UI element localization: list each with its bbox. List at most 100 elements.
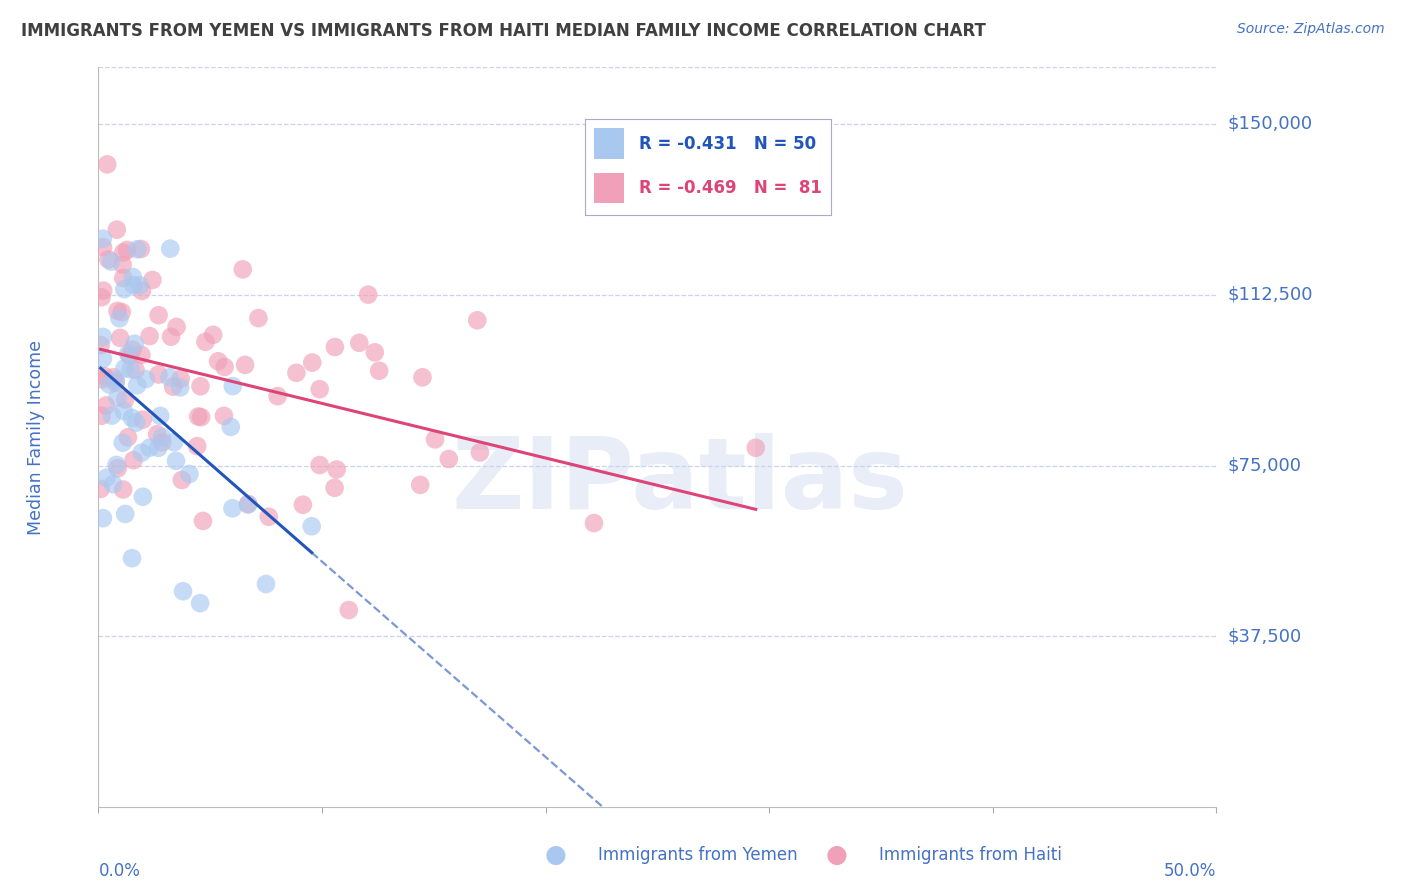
- Point: [179, 467, 201, 481]
- Point: [465, 313, 488, 327]
- Point: [91, 284, 114, 298]
- Point: [233, 358, 256, 372]
- Point: [107, 391, 129, 405]
- Point: [107, 304, 129, 318]
- Point: [409, 478, 432, 492]
- Text: $150,000: $150,000: [1227, 115, 1312, 133]
- Text: Immigrants from Haiti: Immigrants from Haiti: [879, 846, 1062, 863]
- Point: [247, 311, 270, 326]
- Point: [104, 376, 127, 390]
- Point: [117, 430, 139, 444]
- Point: [128, 278, 150, 293]
- Point: [91, 232, 114, 246]
- Point: [98, 377, 121, 392]
- Point: [112, 282, 135, 296]
- Point: [745, 441, 768, 455]
- Point: [105, 458, 128, 472]
- Point: [437, 452, 460, 467]
- Point: [122, 278, 145, 293]
- Point: [108, 331, 131, 345]
- Point: [115, 243, 138, 257]
- Point: [90, 409, 112, 423]
- Point: [103, 370, 125, 384]
- Point: [118, 349, 141, 363]
- Point: [90, 338, 112, 352]
- Point: [91, 511, 114, 525]
- Point: [127, 242, 149, 256]
- Point: [202, 327, 225, 342]
- Point: [207, 354, 229, 368]
- Point: [159, 242, 181, 256]
- Point: [97, 252, 120, 267]
- Point: [120, 362, 142, 376]
- Point: [301, 519, 323, 533]
- Point: [186, 439, 208, 453]
- Point: [105, 223, 128, 237]
- Point: [325, 462, 347, 476]
- Text: 0.0%: 0.0%: [98, 862, 141, 880]
- Point: [291, 498, 314, 512]
- Point: [96, 471, 118, 485]
- Point: [91, 372, 114, 386]
- Point: [112, 483, 135, 497]
- Point: [91, 240, 114, 254]
- Point: [141, 273, 163, 287]
- Point: [93, 369, 115, 384]
- Point: [159, 370, 181, 384]
- Point: [112, 404, 135, 418]
- Point: [91, 330, 114, 344]
- Point: [301, 355, 323, 369]
- Point: [169, 380, 191, 394]
- Point: [117, 347, 139, 361]
- Point: [124, 336, 146, 351]
- Point: [222, 379, 245, 393]
- Point: [337, 603, 360, 617]
- Point: [127, 378, 149, 392]
- Text: 50.0%: 50.0%: [1164, 862, 1216, 880]
- Point: [112, 245, 135, 260]
- Point: [212, 409, 235, 423]
- Point: [100, 254, 122, 268]
- Text: ●: ●: [544, 843, 567, 866]
- Point: [125, 416, 148, 430]
- Point: [165, 454, 187, 468]
- Point: [219, 420, 242, 434]
- Point: [187, 409, 209, 424]
- Point: [236, 498, 259, 512]
- Point: [149, 409, 172, 423]
- Text: ●: ●: [825, 843, 848, 866]
- Point: [170, 372, 193, 386]
- Text: ZIPatlas: ZIPatlas: [451, 433, 908, 530]
- Text: $75,000: $75,000: [1227, 457, 1302, 475]
- Point: [114, 392, 136, 407]
- Text: $112,500: $112,500: [1227, 285, 1313, 303]
- Point: [146, 427, 169, 442]
- Point: [121, 343, 143, 357]
- Point: [148, 441, 170, 455]
- Point: [308, 458, 330, 472]
- Point: [150, 430, 173, 444]
- Point: [132, 490, 155, 504]
- Point: [254, 577, 277, 591]
- Point: [121, 270, 143, 285]
- Point: [170, 473, 193, 487]
- Text: Source: ZipAtlas.com: Source: ZipAtlas.com: [1237, 22, 1385, 37]
- Point: [357, 287, 380, 301]
- Point: [221, 501, 243, 516]
- Point: [111, 258, 134, 272]
- Point: [150, 435, 173, 450]
- Point: [364, 345, 387, 359]
- Point: [138, 329, 160, 343]
- Point: [129, 242, 152, 256]
- Point: [90, 290, 112, 304]
- Point: [190, 379, 212, 393]
- Text: Median Family Income: Median Family Income: [27, 340, 45, 534]
- Point: [190, 410, 212, 425]
- Point: [131, 284, 153, 298]
- Point: [214, 359, 236, 374]
- Point: [582, 516, 605, 530]
- Point: [91, 351, 114, 366]
- Point: [114, 361, 136, 376]
- Point: [121, 551, 143, 566]
- Point: [172, 584, 194, 599]
